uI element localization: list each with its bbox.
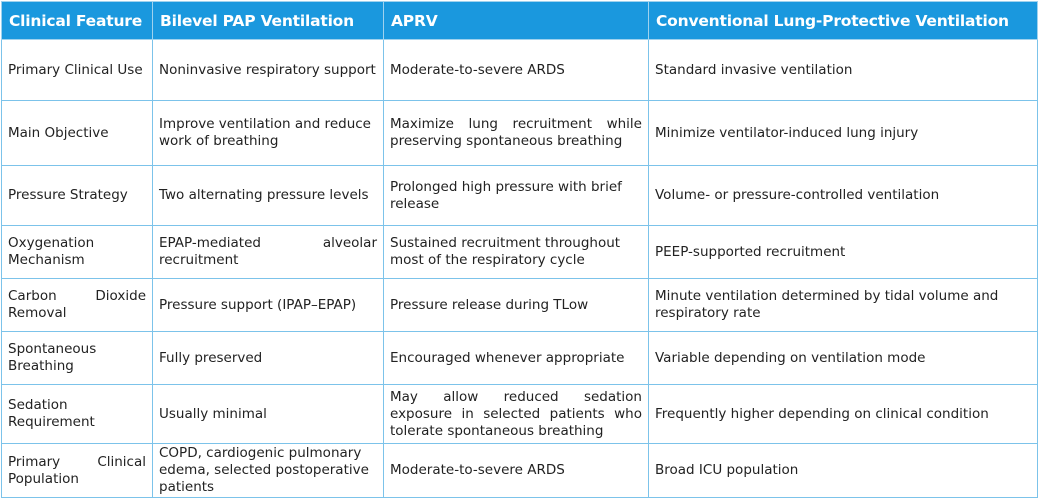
table-cell: Prolonged high pressure with brief relea… bbox=[383, 165, 649, 226]
row-label: Main Objective bbox=[1, 100, 153, 166]
table-cell: Variable depending on ventilation mode bbox=[648, 331, 1038, 385]
header-conventional-ventilation: Conventional Lung-Protective Ventilation bbox=[648, 1, 1038, 40]
header-bilevel-pap: Bilevel PAP Ventilation bbox=[152, 1, 384, 40]
table-row: Oxygenation Mechanism EPAP-mediated alve… bbox=[1, 225, 1038, 279]
row-label: Carbon Dioxide Removal bbox=[1, 278, 153, 332]
table-cell: Moderate-to-severe ARDS bbox=[383, 39, 649, 101]
table-cell: Improve ventilation and reduce work of b… bbox=[152, 100, 384, 166]
table-cell: PEEP-supported recruitment bbox=[648, 225, 1038, 279]
table-cell: Broad ICU population bbox=[648, 443, 1038, 498]
table-row: Sedation Requirement Usually minimal May… bbox=[1, 384, 1038, 444]
table-cell: Fully preserved bbox=[152, 331, 384, 385]
table-cell: Sustained recruitment throughout most of… bbox=[383, 225, 649, 279]
table-row: Pressure Strategy Two alternating pressu… bbox=[1, 165, 1038, 226]
table-cell: Pressure support (IPAP–EPAP) bbox=[152, 278, 384, 332]
table-cell: Maximize lung recruitment while preservi… bbox=[383, 100, 649, 166]
table-row: Spontaneous Breathing Fully preserved En… bbox=[1, 331, 1038, 385]
table-cell: Minimize ventilator-induced lung injury bbox=[648, 100, 1038, 166]
header-clinical-feature: Clinical Feature bbox=[1, 1, 153, 40]
table-cell: Encouraged whenever appropriate bbox=[383, 331, 649, 385]
table-row: Main Objective Improve ventilation and r… bbox=[1, 100, 1038, 166]
table-row: Carbon Dioxide Removal Pressure support … bbox=[1, 278, 1038, 332]
table-cell: Frequently higher depending on clinical … bbox=[648, 384, 1038, 444]
header-row: Clinical Feature Bilevel PAP Ventilation… bbox=[1, 1, 1038, 40]
row-label: Primary Clinical Population bbox=[1, 443, 153, 498]
table-cell: Standard invasive ventilation bbox=[648, 39, 1038, 101]
row-label: Pressure Strategy bbox=[1, 165, 153, 226]
row-label: Sedation Requirement bbox=[1, 384, 153, 444]
row-label: Spontaneous Breathing bbox=[1, 331, 153, 385]
table-cell: Minute ventilation determined by tidal v… bbox=[648, 278, 1038, 332]
row-label: Primary Clinical Use bbox=[1, 39, 153, 101]
table-cell: Usually minimal bbox=[152, 384, 384, 444]
table-cell: Noninvasive respiratory support bbox=[152, 39, 384, 101]
table-cell: Volume- or pressure-controlled ventilati… bbox=[648, 165, 1038, 226]
header-aprv: APRV bbox=[383, 1, 649, 40]
table-cell: Moderate-to-severe ARDS bbox=[383, 443, 649, 498]
table-cell: Two alternating pressure levels bbox=[152, 165, 384, 226]
table-row: Primary Clinical Use Noninvasive respira… bbox=[1, 39, 1038, 101]
table-row: Primary Clinical Population COPD, cardio… bbox=[1, 443, 1038, 498]
table-cell: COPD, cardiogenic pulmonary edema, selec… bbox=[152, 443, 384, 498]
row-label: Oxygenation Mechanism bbox=[1, 225, 153, 279]
table-cell: May allow reduced sedation exposure in s… bbox=[383, 384, 649, 444]
table-cell: Pressure release during TLow bbox=[383, 278, 649, 332]
table-cell: EPAP-mediated alveolar recruitment bbox=[152, 225, 384, 279]
